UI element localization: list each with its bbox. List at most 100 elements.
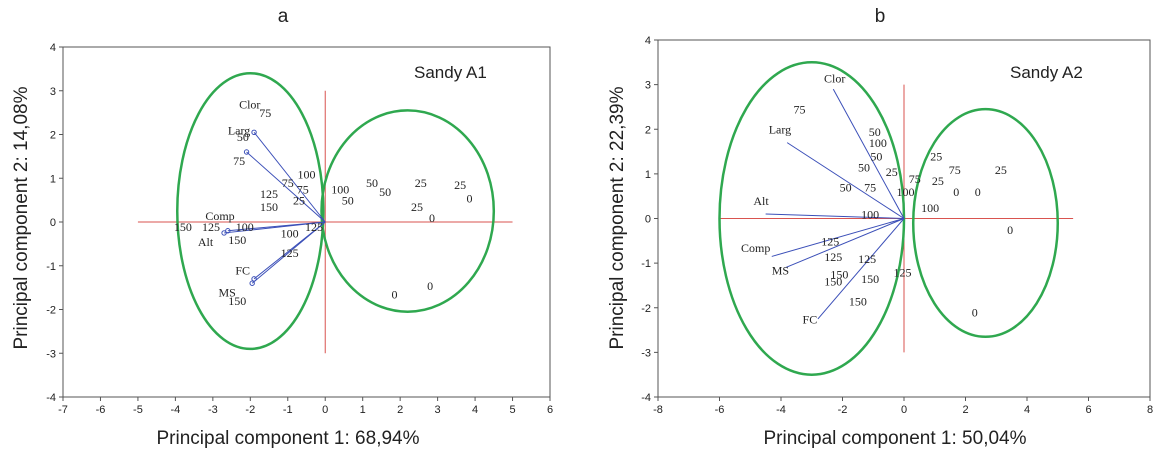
vector-end-marker <box>221 230 227 236</box>
x-tick-label: -7 <box>58 404 68 416</box>
group-ellipse <box>911 107 1059 339</box>
inset-title-b: Sandy A2 <box>1010 63 1083 82</box>
observation-label: 100 <box>861 208 879 222</box>
x-axis-title-a: Principal component 1: 68,94% <box>157 428 420 449</box>
observation-label: 125 <box>824 250 842 264</box>
vector-label-ms: MS <box>772 263 789 277</box>
observation-label: 75 <box>282 176 294 190</box>
vector-label-larg: Larg <box>228 124 250 138</box>
y-tick-label: -1 <box>641 258 651 270</box>
y-tick-label: -3 <box>641 347 651 359</box>
loading-vector-ms <box>785 218 905 269</box>
observation-label: 100 <box>331 183 349 197</box>
loading-vector-alt <box>224 221 326 234</box>
observation-label: 25 <box>930 149 942 163</box>
observation-label: 0 <box>972 306 978 320</box>
loading-vector-alt <box>765 213 905 219</box>
y-axis-title-a: Principal component 2: 14,08% <box>11 86 32 349</box>
observation-label: 50 <box>237 130 249 144</box>
observation-label: 0 <box>953 185 959 199</box>
x-tick-label: 8 <box>1147 404 1153 416</box>
vector-end-marker <box>251 129 257 136</box>
x-tick-label: 4 <box>472 404 478 416</box>
vector-end-marker <box>243 149 250 155</box>
observation-label: 25 <box>293 194 305 208</box>
inset-title-a: Sandy A1 <box>414 63 487 82</box>
x-tick-label: -8 <box>653 404 663 416</box>
panel-a: a Sandy A1 Principal component 1: 68,94%… <box>11 6 553 449</box>
loading-vector-ms <box>251 221 326 284</box>
observation-label: 75 <box>233 154 245 168</box>
vector-label-ms: MS <box>218 285 235 299</box>
x-tick-label: 6 <box>1085 404 1091 416</box>
observation-label: 125 <box>821 234 839 248</box>
observation-label: 100 <box>897 185 915 199</box>
vector-label-clor: Clor <box>239 97 260 111</box>
y-tick-label: 2 <box>645 124 651 136</box>
observation-label: 100 <box>869 136 887 150</box>
y-tick-label: 2 <box>50 130 56 142</box>
observation-label: 150 <box>260 200 278 214</box>
observation-label: 25 <box>411 200 423 214</box>
y-tick-label: 4 <box>645 35 651 47</box>
vector-label-fc: FC <box>235 264 250 278</box>
observation-label: 0 <box>429 211 435 225</box>
x-tick-label: -5 <box>133 404 143 416</box>
observation-label: 25 <box>886 165 898 179</box>
x-tick-label: -6 <box>715 404 725 416</box>
observation-label: 50 <box>366 176 378 190</box>
vector-label-comp: Comp <box>205 209 234 223</box>
loading-vector-fc <box>817 218 905 320</box>
y-tick-label: 0 <box>645 214 651 226</box>
observation-label: 100 <box>298 167 316 181</box>
vector-label-comp: Comp <box>741 241 770 255</box>
vector-label-alt: Alt <box>753 194 769 208</box>
panel-b: b Sandy A2 Principal component 1: 50,04%… <box>607 6 1153 449</box>
observation-label: 125 <box>202 220 220 234</box>
observation-label: 150 <box>228 233 246 247</box>
y-tick-label: -2 <box>641 303 651 315</box>
observation-label: 50 <box>342 194 354 208</box>
observation-label: 0 <box>427 279 433 293</box>
loading-vector-larg <box>246 151 326 223</box>
observation-label: 100 <box>281 226 299 240</box>
x-tick-label: 3 <box>435 404 441 416</box>
observation-label: 100 <box>921 201 939 215</box>
x-tick-label: 2 <box>397 404 403 416</box>
x-tick-label: -1 <box>283 404 293 416</box>
group-ellipse <box>320 109 496 313</box>
panel-label-b: b <box>875 6 886 27</box>
x-tick-label: 0 <box>901 404 907 416</box>
observation-label: 150 <box>228 294 246 308</box>
y-tick-label: 0 <box>50 217 56 229</box>
y-tick-label: -3 <box>46 348 56 360</box>
observation-label: 150 <box>174 220 192 234</box>
observation-label: 25 <box>415 176 427 190</box>
y-tick-label: 3 <box>50 86 56 98</box>
x-tick-label: -6 <box>96 404 106 416</box>
x-tick-label: 2 <box>962 404 968 416</box>
observation-label: 0 <box>975 185 981 199</box>
x-tick-label: -4 <box>170 404 180 416</box>
observation-label: 75 <box>793 103 805 117</box>
vector-label-larg: Larg <box>769 123 791 137</box>
observation-label: 75 <box>909 172 921 186</box>
vector-end-marker <box>249 280 255 286</box>
observation-label: 25 <box>454 178 466 192</box>
x-tick-label: 0 <box>322 404 328 416</box>
observation-label: 50 <box>379 185 391 199</box>
x-tick-label: -2 <box>245 404 255 416</box>
observation-label: 75 <box>297 183 309 197</box>
y-tick-label: 3 <box>645 80 651 92</box>
observation-label: 150 <box>861 272 879 286</box>
observation-label: 0 <box>466 191 472 205</box>
observation-label: 25 <box>995 163 1007 177</box>
x-tick-label: 4 <box>1024 404 1030 416</box>
observation-label: 75 <box>864 181 876 195</box>
y-tick-label: 4 <box>50 42 56 54</box>
x-tick-label: -2 <box>838 404 848 416</box>
panel-label-a: a <box>278 6 289 27</box>
vector-label-alt: Alt <box>198 235 214 249</box>
observation-label: 125 <box>893 266 911 280</box>
observation-label: 25 <box>932 174 944 188</box>
